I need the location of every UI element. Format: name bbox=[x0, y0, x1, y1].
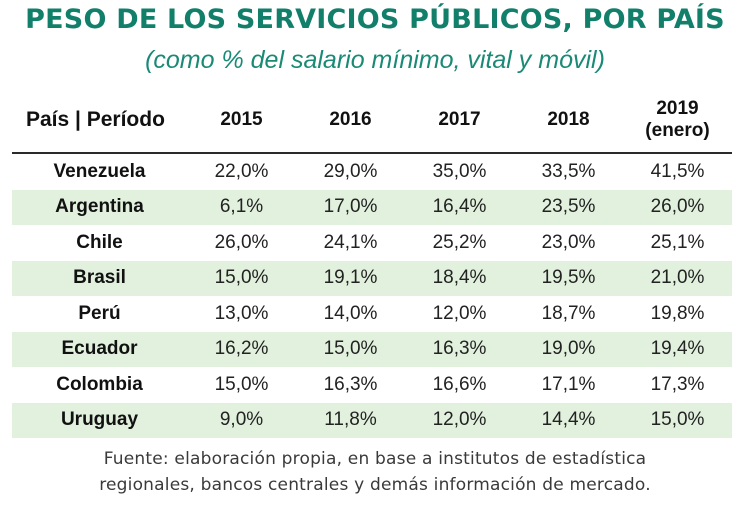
table-row-venezuela: Venezuela 22,0% 29,0% 35,0% 33,5% 41,5% bbox=[12, 153, 732, 190]
country-cell: Uruguay bbox=[12, 402, 187, 438]
value-cell-2017: 25,2% bbox=[432, 231, 487, 253]
value-cell-2019: 19,4% bbox=[623, 331, 732, 367]
column-header-2018: 2018 bbox=[514, 88, 623, 154]
table-row-perú: Perú 13,0% 14,0% 12,0% 18,7% 19,8% bbox=[12, 296, 732, 332]
value-cell-2016: 29,0% bbox=[323, 160, 378, 182]
value-cell-2017: 12,0% bbox=[405, 402, 514, 438]
value-cell-2018: 33,5% bbox=[541, 160, 596, 182]
value-cell-2017: 18,4% bbox=[405, 260, 514, 296]
value-cell-2015: 16,2% bbox=[187, 331, 296, 367]
column-header-2016: 2016 bbox=[296, 88, 405, 154]
value-cell-2018: 18,7% bbox=[541, 302, 596, 324]
chart-title: PESO DE LOS SERVICIOS PÚBLICOS, POR PAÍS bbox=[25, 4, 725, 35]
value-cell-2016: 11,8% bbox=[296, 402, 405, 438]
value-cell-2016: 17,0% bbox=[296, 189, 405, 225]
chart-subtitle: (como % del salario mínimo, vital y móvi… bbox=[145, 46, 605, 74]
value-cell-2018: 17,1% bbox=[541, 373, 596, 395]
country-cell: Perú bbox=[78, 302, 121, 324]
column-header-2019: 2019 (enero) bbox=[623, 88, 732, 154]
value-cell-2015: 15,0% bbox=[214, 373, 269, 395]
value-cell-2018: 14,4% bbox=[514, 402, 623, 438]
country-cell: Brasil bbox=[12, 260, 187, 296]
value-cell-2016: 15,0% bbox=[296, 331, 405, 367]
value-cell-2015: 9,0% bbox=[187, 402, 296, 438]
source-line-2: regionales, bancos centrales y demás inf… bbox=[99, 475, 651, 495]
value-cell-2016: 24,1% bbox=[323, 231, 378, 253]
source-note: Fuente: elaboración propia, en base a in… bbox=[0, 446, 750, 498]
column-header-2017: 2017 bbox=[405, 88, 514, 154]
column-header-country: País | Período bbox=[12, 88, 187, 154]
column-header-2015: 2015 bbox=[187, 88, 296, 154]
value-cell-2017: 16,4% bbox=[405, 189, 514, 225]
table-row-uruguay: Uruguay 9,0% 11,8% 12,0% 14,4% 15,0% bbox=[12, 402, 732, 438]
country-cell: Ecuador bbox=[12, 331, 187, 367]
source-line-1: Fuente: elaboración propia, en base a in… bbox=[103, 449, 647, 469]
table-header: País | Período 2015 2016 2017 2018 2019 (enero… bbox=[12, 88, 732, 154]
column-header-label: 2016 bbox=[329, 109, 372, 130]
value-cell-2016: 19,1% bbox=[296, 260, 405, 296]
value-cell-2016: 16,3% bbox=[323, 373, 378, 395]
value-cell-2019: 41,5% bbox=[650, 160, 705, 182]
value-cell-2017: 16,3% bbox=[405, 331, 514, 367]
data-table: País | Período 2015 2016 2017 2018 2019 (enero… bbox=[12, 88, 732, 438]
table-row-colombia: Colombia 15,0% 16,3% 16,6% 17,1% 17,3% bbox=[12, 367, 732, 403]
value-cell-2015: 13,0% bbox=[214, 302, 269, 324]
value-cell-2019: 25,1% bbox=[650, 231, 705, 253]
column-header-label: País | Período bbox=[26, 108, 165, 131]
value-cell-2018: 23,5% bbox=[514, 189, 623, 225]
table-row-argentina: Argentina 6,1% 17,0% 16,4% 23,5% 26,0% bbox=[12, 189, 732, 225]
header-row: País | Período 2015 2016 2017 2018 2019 (enero… bbox=[12, 88, 732, 154]
value-cell-2019: 21,0% bbox=[623, 260, 732, 296]
value-cell-2018: 23,0% bbox=[541, 231, 596, 253]
value-cell-2015: 22,0% bbox=[214, 160, 269, 182]
column-header-label: 2017 bbox=[438, 109, 481, 130]
column-header-sublabel: (enero) bbox=[645, 120, 710, 141]
value-cell-2017: 12,0% bbox=[432, 302, 487, 324]
value-cell-2019: 19,8% bbox=[650, 302, 705, 324]
column-header-label: 2015 bbox=[220, 109, 263, 130]
value-cell-2017: 35,0% bbox=[432, 160, 487, 182]
country-cell: Venezuela bbox=[53, 160, 146, 182]
value-cell-2015: 15,0% bbox=[187, 260, 296, 296]
table-row-ecuador: Ecuador 16,2% 15,0% 16,3% 19,0% 19,4% bbox=[12, 331, 732, 367]
value-cell-2019: 26,0% bbox=[623, 189, 732, 225]
value-cell-2015: 6,1% bbox=[187, 189, 296, 225]
country-cell: Colombia bbox=[56, 373, 143, 395]
value-cell-2019: 15,0% bbox=[623, 402, 732, 438]
country-cell: Chile bbox=[76, 231, 123, 253]
value-cell-2016: 14,0% bbox=[323, 302, 378, 324]
value-cell-2018: 19,0% bbox=[514, 331, 623, 367]
value-cell-2015: 26,0% bbox=[214, 231, 269, 253]
country-cell: Argentina bbox=[12, 189, 187, 225]
value-cell-2017: 16,6% bbox=[432, 373, 487, 395]
value-cell-2019: 17,3% bbox=[650, 373, 705, 395]
column-header-label: 2018 bbox=[547, 109, 590, 130]
table-body: Venezuela 22,0% 29,0% 35,0% 33,5% 41,5% Argent… bbox=[12, 153, 732, 438]
column-header-label: 2019 bbox=[656, 98, 699, 119]
table-row-brasil: Brasil 15,0% 19,1% 18,4% 19,5% 21,0% bbox=[12, 260, 732, 296]
table-row-chile: Chile 26,0% 24,1% 25,2% 23,0% 25,1% bbox=[12, 225, 732, 261]
value-cell-2018: 19,5% bbox=[514, 260, 623, 296]
